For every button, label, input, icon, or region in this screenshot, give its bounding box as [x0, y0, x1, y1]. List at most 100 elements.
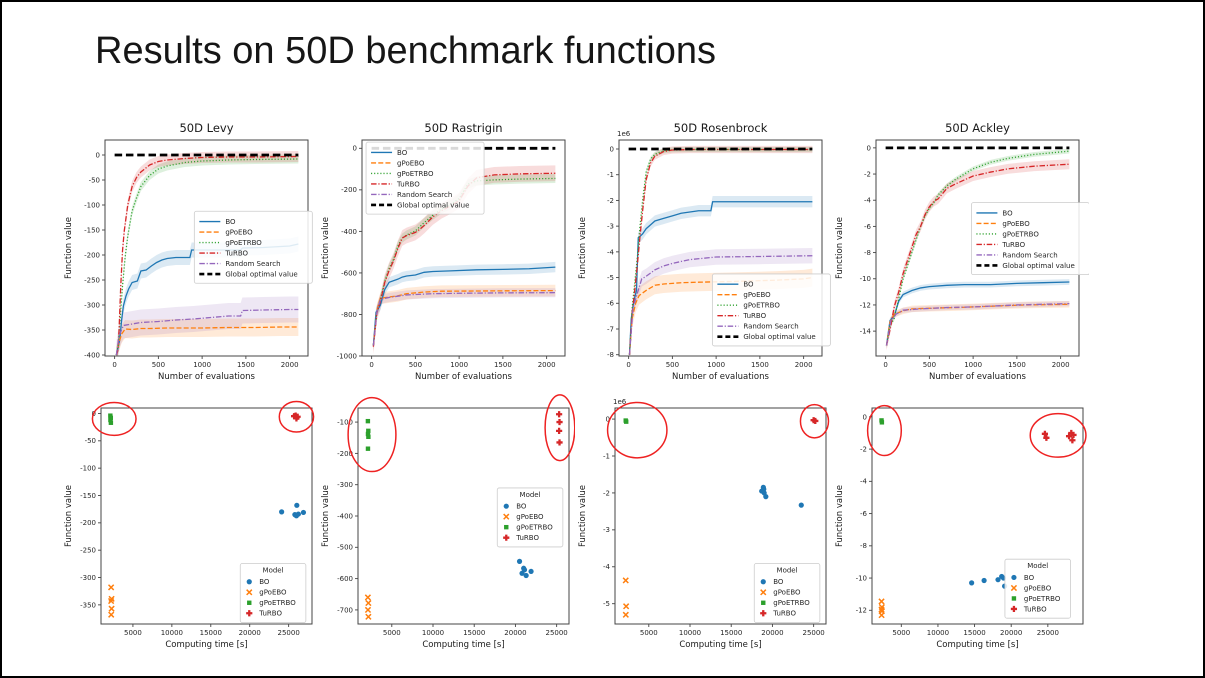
- legend-label: TuRBO: [515, 534, 539, 542]
- scatter-gPoEBO: [107, 584, 115, 618]
- legend-label: BO: [743, 281, 754, 289]
- legend-label: gPoETRBO: [259, 599, 296, 607]
- y-ticks: 0 -2 -4 -6 -8 -10 -12 -14: [860, 144, 876, 336]
- svg-text:5000: 5000: [640, 629, 658, 637]
- scatter-TuRBO: [556, 411, 563, 446]
- svg-text:1000: 1000: [450, 361, 468, 369]
- scatter-TuRBO: [810, 417, 819, 425]
- svg-text:-800: -800: [341, 311, 357, 319]
- svg-text:-600: -600: [337, 575, 353, 583]
- band-BO: [116, 236, 299, 356]
- band-gPoETRBO: [629, 146, 813, 356]
- svg-text:-400: -400: [337, 512, 353, 520]
- svg-text:-5: -5: [603, 600, 610, 608]
- legend-label: TuRBO: [1023, 605, 1047, 613]
- x-marker: [878, 612, 885, 619]
- legend-label: gPoEBO: [1002, 220, 1030, 228]
- plot-area: [114, 151, 299, 356]
- svg-text:0: 0: [606, 415, 610, 423]
- legend-plus-marker: [760, 610, 767, 617]
- plus-marker: [1043, 434, 1050, 441]
- circle-marker: [798, 502, 804, 508]
- circle-marker: [528, 568, 534, 575]
- square-marker: [365, 446, 371, 451]
- svg-text:500: 500: [409, 361, 422, 369]
- svg-text:500: 500: [923, 361, 936, 369]
- legend-label: BO: [516, 503, 527, 511]
- svg-text:-200: -200: [337, 450, 353, 458]
- legend-x-marker: [503, 513, 510, 520]
- svg-text:-350: -350: [84, 326, 100, 334]
- svg-text:-250: -250: [80, 547, 96, 555]
- legend-box: [365, 141, 485, 215]
- highlight-ellipse: [866, 404, 903, 457]
- legend-label: Random Search: [397, 191, 452, 199]
- plus-marker: [1070, 431, 1077, 439]
- svg-text:1000: 1000: [964, 361, 982, 369]
- circle-marker: [995, 577, 1001, 583]
- x-marker: [365, 613, 372, 620]
- chart-50d-ackley-convergence: 0 500 1000 1500 2000 0 -2 -4 -6 -8 -10 -12 -14 50D Ac…: [832, 112, 1089, 394]
- svg-text:-4: -4: [607, 248, 615, 256]
- plot-area: [622, 417, 819, 618]
- svg-text:0: 0: [96, 151, 100, 159]
- x-axis-label: Computing time [s]: [165, 640, 247, 650]
- legend-label: Global optimal value: [397, 201, 469, 209]
- rosenbrock-convergence: 0 500 1000 1500 2000 0 -1 -2 -3 -4 -5 -6 -7 -8 50D Ros…: [578, 121, 831, 382]
- x-marker: [107, 584, 115, 591]
- svg-text:-50: -50: [85, 437, 96, 445]
- circle-marker: [523, 572, 529, 579]
- highlight-ellipse: [1029, 412, 1087, 458]
- legend-label: gPoEBO: [259, 589, 287, 597]
- chart-title: 50D Levy: [179, 121, 233, 135]
- scatter-BO: [969, 573, 1008, 589]
- svg-text:-150: -150: [80, 492, 96, 500]
- circle-marker: [300, 509, 307, 516]
- legend: Model BO gPoEBO gPoETRBO TuRBO: [239, 563, 307, 623]
- svg-text:15000: 15000: [720, 629, 742, 637]
- legend-label: BO: [259, 578, 270, 586]
- legend: BO gPoEBO gPoETRBO TuRBO Random Search Global…: [365, 141, 485, 215]
- y-axis-label: Function value: [321, 217, 331, 279]
- highlight-ellipse: [278, 400, 315, 433]
- highlight-ellipse: [799, 403, 830, 439]
- svg-text:10000: 10000: [679, 629, 701, 637]
- x-ticks: 0 500 1000 1500 2000: [626, 356, 813, 369]
- series-TuRBO: [628, 148, 813, 355]
- legend-label: TuRBO: [396, 180, 420, 188]
- chart-50d-levy-time-scatter: 5000 10000 15000 20000 25000 0 -50 -100 -150 -200…: [61, 394, 318, 666]
- y-ticks: 0-50-100-150-200-250-300-350: [80, 410, 101, 609]
- legend-circle-marker: [246, 579, 252, 585]
- series-Random Search: [115, 308, 299, 356]
- x-marker: [107, 597, 115, 605]
- x-marker: [364, 606, 372, 614]
- band-BO: [373, 261, 556, 351]
- plus-marker: [812, 417, 819, 425]
- legend-box: [971, 202, 1089, 276]
- band-Random Search: [116, 296, 299, 356]
- x-marker: [622, 611, 629, 618]
- legend-square-marker: [1011, 596, 1017, 601]
- legend: BO gPoEBO gPoETRBO TuRBO Random Search Global…: [971, 202, 1089, 276]
- scatter-BO: [759, 484, 804, 508]
- y-ticks: 0 -1 -2 -3 -4 -5 -6 -7 -8: [607, 145, 619, 359]
- svg-text:-1: -1: [607, 171, 614, 179]
- legend-label: gPoETRBO: [225, 239, 262, 247]
- svg-text:-600: -600: [341, 269, 357, 277]
- y-axis-label: Function value: [578, 217, 588, 279]
- series-gPoEBO: [115, 326, 299, 356]
- y-axis-label: Function value: [578, 485, 588, 547]
- y-axis-label: Function value: [835, 217, 845, 279]
- legend-title: Model: [777, 567, 798, 575]
- slide-title: Results on 50D benchmark functions: [95, 30, 716, 72]
- legend-label: TuRBO: [742, 312, 766, 320]
- legend-label: gPoEBO: [225, 228, 253, 236]
- svg-text:-2: -2: [603, 489, 610, 497]
- svg-text:500: 500: [666, 361, 679, 369]
- svg-text:-2: -2: [860, 446, 867, 454]
- legend-x-marker: [1010, 584, 1018, 592]
- square-marker: [624, 419, 629, 424]
- circle-marker: [516, 558, 523, 564]
- svg-text:2000: 2000: [1052, 361, 1070, 369]
- legend-box: [496, 487, 564, 548]
